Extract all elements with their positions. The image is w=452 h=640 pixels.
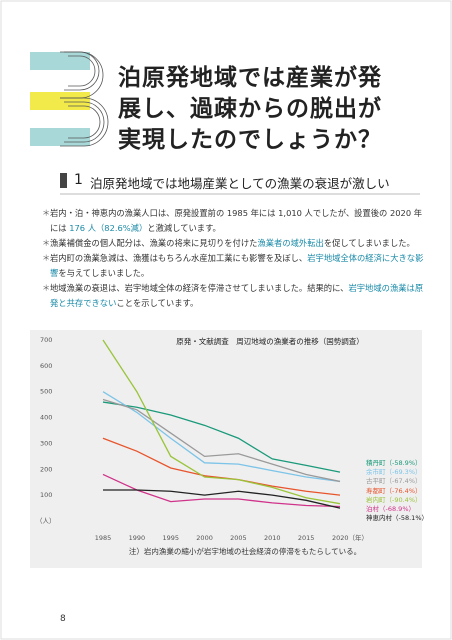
paragraph: ＊地域漁業の衰退は、岩宇地域全体の経済を停滞させてしまいました。結果的に、岩宇地… [42, 281, 430, 311]
legend-label: 余市町（-69.3%） [366, 467, 422, 476]
text: 地域漁業の衰退は、岩宇地域全体の経済を停滞させてしまいました。結果的に、 [50, 283, 349, 293]
series-line [102, 339, 341, 505]
legend-label: 積丹町（-58.9%） [366, 458, 422, 467]
legend-label: 泊村（-68.9%） [366, 504, 415, 513]
chart-note: 注）岩内漁業の縮小が岩宇地域の社会経済の停滞をもたらしている。 [129, 546, 361, 556]
series-line [102, 398, 341, 483]
title-line: 泊原発地域では産業が発 [118, 65, 382, 91]
legend-label: 寿都町（-76.4%） [366, 486, 422, 495]
paragraph: ＊漁業補償金の個人配分は、漁業の将来に見切りを付けた漁業者の域外転出を促してしま… [42, 236, 430, 251]
x-tick-label: 1995 [162, 534, 179, 542]
chart-title: 原発・文献調査 周辺地域の漁業者の推移（国勢調査） [176, 336, 364, 346]
page-number: 8 [60, 614, 66, 624]
x-tick-label: 1990 [129, 534, 146, 542]
y-tick-label: 400 [40, 414, 52, 422]
text: 漁業補償金の個人配分は、漁業の将来に見切りを付けた [50, 238, 258, 248]
x-tick-label: 2015 [298, 534, 315, 542]
title-line: 実現したのでしょうか？ [118, 127, 382, 153]
x-tick-label: 2010 [264, 534, 281, 542]
emphasis-text: 岩宇地域の漁業は原発と共存できない [50, 283, 424, 308]
text: と激減しています。 [147, 223, 221, 233]
deco-stripe [30, 128, 90, 146]
section-marker [60, 173, 67, 188]
deco-stripe [30, 92, 90, 110]
series-line [102, 473, 341, 508]
series-line [102, 401, 341, 473]
y-tick-label: 700 [40, 336, 52, 344]
y-tick-label: 500 [40, 388, 52, 396]
chart: 原発・文献調査 周辺地域の漁業者の推移（国勢調査） 100 200 300 400 500… [36, 336, 428, 556]
x-tick-label: 1985 [95, 534, 112, 542]
y-tick-label: 600 [40, 362, 52, 370]
deco-letter [60, 51, 109, 147]
text: 岩内町の漁業急減は、漁獲はもちろん水産加工業にも影響を及ぼし、 [50, 253, 308, 263]
section-heading: 泊原発地域では地場産業としての漁業の衰退が激しい [90, 176, 390, 191]
y-unit: （人） [36, 517, 56, 525]
emphasis-text: 176 人（82.6%減） [69, 223, 148, 233]
bullet: ＊ [42, 283, 51, 293]
title-line: 展し、過疎からの脱出が [118, 96, 382, 122]
paragraph: ＊岩内町の漁業急減は、漁獲はもちろん水産加工業にも影響を及ぼし、岩宇地域全体の経… [42, 251, 430, 281]
x-tick-label: 2000 [196, 534, 213, 542]
legend-label: 古平町（-67.4%） [366, 476, 422, 485]
text: ことを示しています。 [116, 298, 199, 308]
chart-panel [30, 330, 422, 568]
bullet: ＊ [42, 253, 51, 263]
x-tick-label: 2020（年） [332, 533, 368, 542]
bullet: ＊ [42, 208, 51, 218]
paragraph: ＊岩内・泊・神恵内の漁業人口は、原発設置前の 1985 年には 1,010 人で… [42, 206, 430, 236]
text: 岩内・泊・神恵内の漁業人口は、原発設置前の 1985 年には 1,010 人でし… [50, 208, 423, 233]
text: を与えてしまいました。 [58, 268, 150, 278]
series-line [103, 489, 341, 509]
series-line [102, 391, 341, 483]
emphasis-text: 岩宇地域全体の経済に大きな影響 [50, 253, 424, 278]
legend-label: 岩内町（-90.4%） [366, 495, 422, 504]
section-number: 1 [74, 172, 83, 188]
y-tick-label: 100 [40, 491, 52, 499]
y-tick-label: 300 [40, 439, 52, 447]
x-tick-label: 2005 [230, 534, 247, 542]
deco-stripe [30, 52, 90, 70]
emphasis-text: 漁業者の域外転出 [257, 238, 324, 248]
y-tick-label: 200 [40, 465, 52, 473]
text: を促してしまいました。 [323, 238, 415, 248]
bullet: ＊ [42, 238, 51, 248]
legend-label: 神恵内村（-58.1%） [366, 513, 428, 522]
